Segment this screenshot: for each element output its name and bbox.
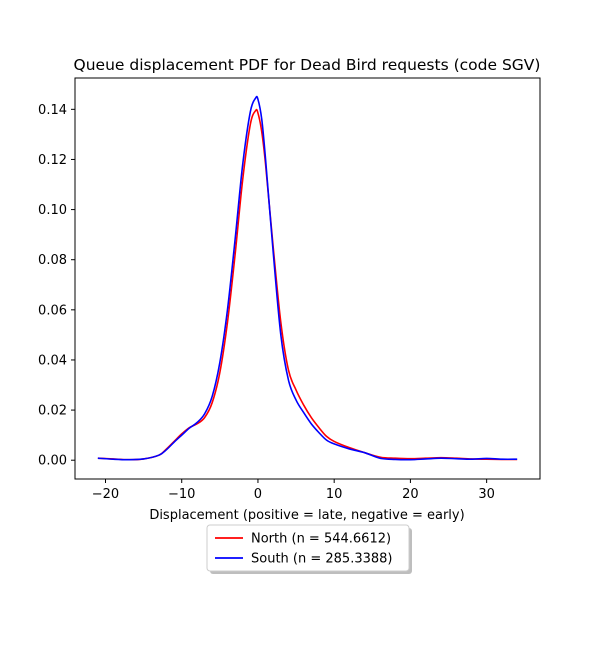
y-tick-label: 0.08 — [38, 253, 67, 268]
x-tick-label: −10 — [168, 487, 195, 502]
y-tick-label: 0.00 — [38, 454, 67, 469]
plot-frame — [74, 77, 541, 480]
legend-label: South (n = 285.3388) — [251, 552, 392, 567]
legend: North (n = 544.6612) South (n = 285.3388) — [206, 524, 412, 574]
y-axis: 0.00 0.02 0.04 0.06 0.08 0.10 0.12 0.14 — [38, 103, 75, 469]
y-tick-label: 0.12 — [38, 153, 67, 168]
series-line-north — [97, 108, 518, 461]
y-tick-label: 0.04 — [38, 353, 67, 368]
series-lines — [97, 95, 518, 461]
legend-label: North (n = 544.6612) — [251, 532, 391, 547]
x-tick-label: 20 — [402, 487, 419, 502]
x-axis-label: Displacement (positive = late, negative … — [149, 508, 464, 523]
y-tick-label: 0.06 — [38, 303, 67, 318]
y-tick-label: 0.14 — [38, 103, 67, 118]
x-tick-label: −20 — [92, 487, 119, 502]
legend-entries: North (n = 544.6612) South (n = 285.3388) — [215, 532, 392, 567]
x-axis: −20 −10 0 10 20 30 — [92, 479, 495, 502]
chart-title: Queue displacement PDF for Dead Bird req… — [74, 56, 541, 74]
x-tick-label: 30 — [478, 487, 495, 502]
legend-box — [206, 524, 410, 572]
x-tick-label: 0 — [254, 487, 262, 502]
series-line-south — [97, 95, 518, 461]
x-tick-label: 10 — [326, 487, 343, 502]
y-tick-label: 0.02 — [38, 404, 67, 419]
y-tick-label: 0.10 — [38, 203, 67, 218]
